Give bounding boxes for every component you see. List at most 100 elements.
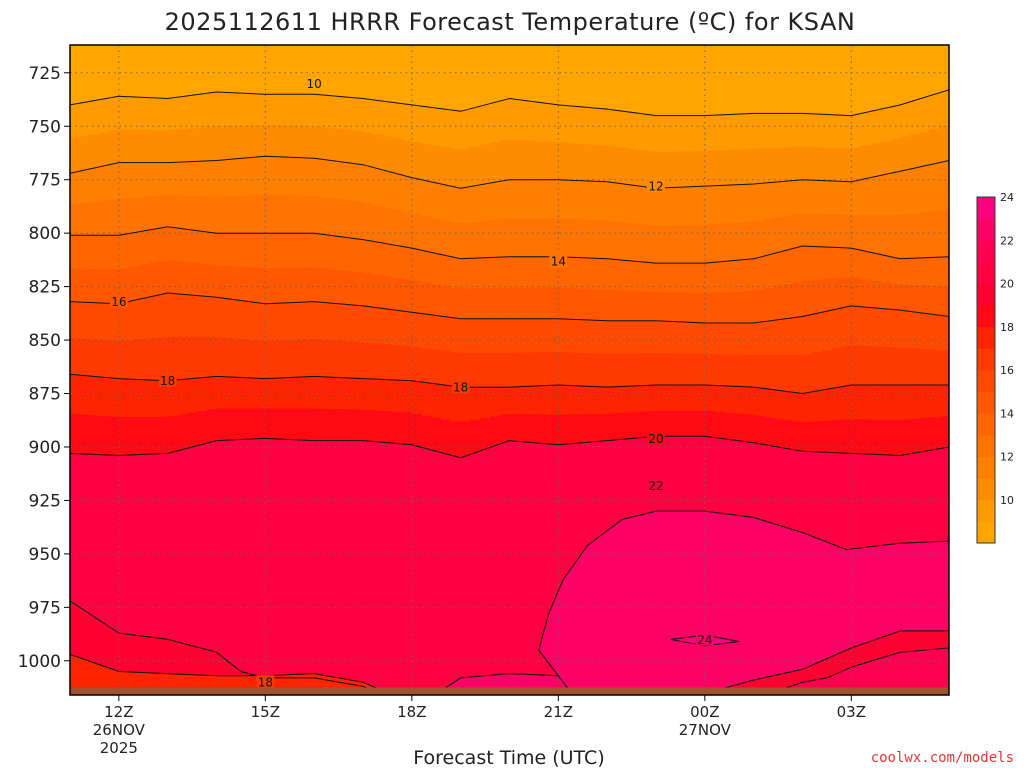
field-cell — [304, 267, 315, 303]
field-cell — [900, 384, 911, 421]
field-cell — [411, 249, 423, 282]
field-cell — [216, 297, 227, 338]
field-cell — [167, 336, 179, 381]
field-cell — [822, 213, 833, 248]
field-cell — [763, 113, 774, 149]
field-cell — [646, 320, 657, 354]
field-cell — [685, 292, 696, 323]
field-cell — [558, 218, 569, 258]
field-cell — [343, 409, 354, 442]
field-cell — [187, 295, 198, 338]
field-cell — [773, 390, 784, 420]
field-cell — [323, 95, 335, 129]
field-cell — [480, 418, 491, 450]
field-cell — [704, 411, 716, 438]
field-cell — [265, 378, 276, 410]
field-cell — [782, 180, 794, 217]
field-cell — [675, 384, 686, 412]
field-cell — [431, 284, 442, 317]
field-cell — [607, 45, 618, 111]
colorbar-label: 16 — [1000, 364, 1014, 377]
field-cell — [929, 285, 940, 316]
field-cell — [646, 353, 657, 386]
field-cell — [538, 218, 550, 258]
field-cell — [499, 180, 511, 220]
field-cell — [880, 419, 891, 456]
field-cell — [138, 298, 149, 340]
field-cell — [656, 151, 667, 189]
field-cell — [177, 45, 188, 98]
field-cell — [548, 179, 559, 219]
field-cell — [118, 198, 130, 236]
field-cell — [890, 139, 901, 173]
field-cell — [773, 355, 784, 391]
field-cell — [665, 115, 677, 153]
field-cell — [861, 45, 872, 113]
field-cell — [70, 45, 81, 105]
field-cell — [499, 442, 511, 695]
field-cell — [294, 125, 305, 159]
field-cell — [929, 417, 940, 451]
field-cell — [734, 260, 745, 293]
field-cell — [304, 233, 315, 269]
field-cell — [294, 45, 305, 95]
field-cell — [919, 97, 931, 133]
field-cell — [665, 225, 677, 264]
field-cell — [870, 419, 882, 456]
field-cell — [70, 374, 81, 415]
isotherm-22 — [538, 510, 949, 677]
y-tick-label: 1000 — [18, 652, 61, 672]
field-cell — [851, 114, 862, 149]
field-cell — [206, 126, 218, 162]
field-cell — [441, 45, 452, 110]
field-cell — [138, 162, 149, 198]
colorbar-swatch — [977, 413, 995, 436]
field-cell — [714, 45, 725, 116]
colorbar-swatch — [977, 283, 995, 306]
field-cell — [109, 45, 120, 98]
field-cell — [304, 195, 315, 234]
field-cell — [187, 229, 198, 264]
field-cell — [763, 148, 774, 184]
field-cell — [421, 180, 432, 217]
field-cell — [714, 223, 725, 263]
field-cell — [909, 167, 921, 214]
field-cell — [70, 104, 81, 139]
field-cell — [421, 348, 432, 384]
field-cell — [538, 385, 550, 416]
y-tick-label: 850 — [29, 331, 61, 351]
field-cell — [177, 195, 188, 230]
field-cell — [99, 416, 110, 456]
field-cell — [939, 209, 949, 258]
field-cell — [499, 218, 511, 258]
field-cell — [568, 385, 579, 416]
field-cell — [441, 419, 452, 455]
field-cell — [411, 178, 423, 215]
field-cell — [499, 99, 511, 141]
field-cell — [411, 105, 423, 143]
field-cell — [851, 419, 862, 455]
field-cell — [529, 101, 540, 142]
field-cell — [538, 443, 550, 695]
field-cell — [480, 352, 491, 388]
field-cell — [431, 218, 442, 255]
field-cell — [763, 417, 774, 446]
field-cell — [450, 148, 462, 188]
field-cell — [665, 410, 677, 437]
field-cell — [157, 98, 169, 132]
field-cell — [441, 316, 452, 352]
field-cell — [636, 186, 647, 225]
field-cell — [890, 347, 901, 386]
field-cell — [636, 385, 647, 413]
field-cell — [499, 256, 511, 289]
field-cell — [724, 260, 735, 293]
field-cell — [216, 233, 227, 267]
field-cell — [538, 179, 550, 219]
field-cell — [255, 93, 266, 126]
field-cell — [734, 149, 745, 186]
field-cell — [255, 233, 266, 269]
field-cell — [685, 263, 696, 294]
field-cell — [792, 282, 804, 318]
field-cell — [587, 144, 598, 182]
isotherm-18 — [70, 373, 949, 395]
